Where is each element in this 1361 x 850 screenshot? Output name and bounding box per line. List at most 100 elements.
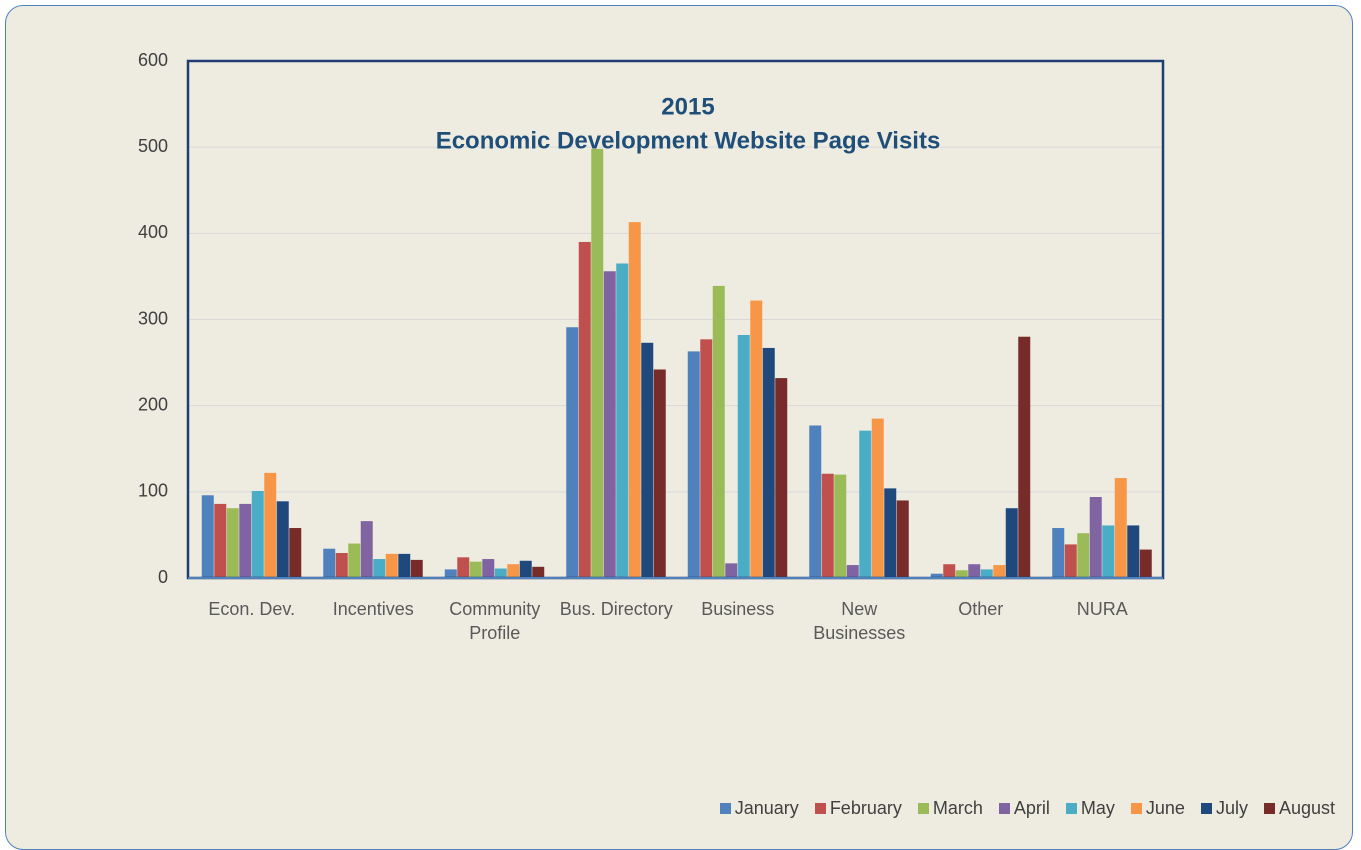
bar xyxy=(1077,533,1090,578)
bar xyxy=(687,351,700,578)
bar xyxy=(700,339,713,578)
bar xyxy=(809,425,822,578)
legend-item: January xyxy=(719,798,799,819)
bar xyxy=(653,369,666,578)
bar xyxy=(930,573,943,578)
bar xyxy=(335,553,348,578)
legend-item: April xyxy=(998,798,1050,819)
bar xyxy=(469,561,482,578)
bar xyxy=(494,568,507,578)
bar xyxy=(1127,525,1140,578)
bar xyxy=(457,557,470,578)
legend-item: March xyxy=(917,798,983,819)
legend-swatch xyxy=(1263,803,1275,814)
bar xyxy=(482,559,495,578)
legend-swatch xyxy=(998,803,1010,814)
bar xyxy=(896,500,909,578)
legend-swatch xyxy=(1130,803,1142,814)
bar xyxy=(603,271,616,578)
bar xyxy=(846,565,859,578)
chart-title: Economic Development Website Page Visits xyxy=(436,127,941,154)
bar xyxy=(532,566,545,578)
bar xyxy=(398,553,411,578)
legend-label: July xyxy=(1215,798,1248,818)
legend-swatch xyxy=(1200,803,1212,814)
legend-swatch xyxy=(719,803,731,814)
legend-label: June xyxy=(1145,798,1185,818)
bar xyxy=(410,559,423,578)
bar xyxy=(507,564,520,578)
legend-label: August xyxy=(1278,798,1335,818)
bar xyxy=(276,501,289,578)
x-tick-label: Econ. Dev. xyxy=(208,599,296,619)
bar xyxy=(980,569,993,578)
legend-label: January xyxy=(734,798,799,818)
legend-item: February xyxy=(814,798,902,819)
x-tick-label: Business xyxy=(701,599,775,619)
y-tick-label: 0 xyxy=(158,567,168,587)
legend-label: March xyxy=(932,798,983,818)
y-tick-label: 500 xyxy=(138,136,168,156)
bar xyxy=(943,564,956,578)
bar xyxy=(834,474,847,578)
bar xyxy=(289,528,302,578)
x-tick-label: Community Profile xyxy=(449,599,541,643)
bar xyxy=(1089,497,1102,578)
bar xyxy=(214,503,227,578)
bar xyxy=(993,565,1006,578)
bar xyxy=(871,418,884,578)
bar xyxy=(712,285,725,578)
legend-item: August xyxy=(1263,798,1335,819)
bar xyxy=(775,378,788,578)
bar xyxy=(641,342,654,578)
legend-label: April xyxy=(1013,798,1050,818)
chart-title: 2015 xyxy=(661,93,714,120)
legend-item: May xyxy=(1065,798,1115,819)
bar xyxy=(1139,549,1152,578)
legend-swatch xyxy=(1065,803,1077,814)
bar xyxy=(360,521,373,578)
bar xyxy=(239,503,252,578)
bar xyxy=(1052,528,1065,578)
legend-item: July xyxy=(1200,798,1248,819)
bar xyxy=(955,570,968,578)
bar xyxy=(737,335,750,578)
x-tick-label: New Businesses xyxy=(813,599,906,643)
legend-label: May xyxy=(1080,798,1115,818)
y-tick-label: 400 xyxy=(138,222,168,242)
y-tick-label: 600 xyxy=(138,50,168,70)
legend-item: June xyxy=(1130,798,1185,819)
x-tick-label: Incentives xyxy=(332,599,414,619)
legend-swatch xyxy=(917,803,929,814)
y-tick-label: 100 xyxy=(138,481,168,501)
x-tick-label: Bus. Directory xyxy=(559,599,673,619)
bar xyxy=(348,543,361,578)
bar xyxy=(616,263,629,578)
bar xyxy=(251,490,264,578)
y-tick-label: 200 xyxy=(138,394,168,414)
bar xyxy=(385,553,398,578)
bar xyxy=(968,564,981,578)
bar xyxy=(201,495,214,578)
bar xyxy=(373,559,386,578)
bar xyxy=(444,569,457,578)
bar xyxy=(859,430,872,578)
bar xyxy=(750,300,763,578)
bar xyxy=(884,488,897,578)
legend-swatch xyxy=(814,803,826,814)
bar xyxy=(725,563,738,578)
bar xyxy=(226,508,239,578)
legend: January February March April May June July Augu… xyxy=(719,798,1335,819)
bar xyxy=(323,548,336,578)
bar xyxy=(566,327,579,578)
legend-label: February xyxy=(829,798,902,818)
bar xyxy=(762,347,775,578)
y-tick-label: 300 xyxy=(138,308,168,328)
bar xyxy=(628,222,641,579)
x-tick-label: Other xyxy=(958,599,1004,619)
x-tick-label: NURA xyxy=(1076,599,1128,619)
bar xyxy=(578,241,591,578)
bar xyxy=(591,148,604,578)
